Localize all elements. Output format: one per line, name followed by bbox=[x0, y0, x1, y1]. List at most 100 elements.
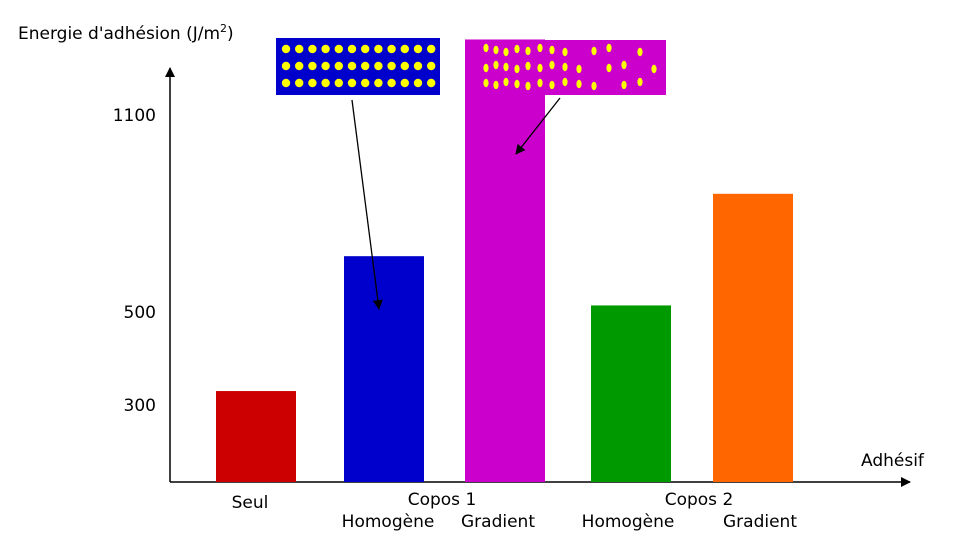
particle-dot bbox=[413, 44, 423, 54]
particle-dot bbox=[413, 61, 423, 71]
particle-dot bbox=[503, 62, 509, 72]
category-label: Gradient bbox=[461, 512, 535, 532]
y-axis-title-superscript: 2 bbox=[220, 22, 227, 35]
inset-background bbox=[478, 40, 666, 95]
category-label: Homogène bbox=[342, 512, 435, 532]
x-axis-title: Adhésif bbox=[861, 451, 925, 471]
particle-dot bbox=[525, 61, 531, 71]
particle-dot bbox=[387, 78, 396, 88]
particle-dot bbox=[549, 80, 555, 90]
group-label: Copos 1 bbox=[408, 490, 477, 510]
particle-dot bbox=[562, 62, 568, 72]
bar-1 bbox=[216, 391, 296, 482]
particle-dot bbox=[374, 44, 383, 54]
particle-dot bbox=[387, 44, 396, 54]
particle-dot bbox=[334, 61, 343, 71]
particle-dot bbox=[295, 44, 304, 54]
y-tick-label: 300 bbox=[124, 396, 156, 416]
particle-dot bbox=[361, 44, 370, 54]
bar-4 bbox=[591, 305, 671, 482]
particle-dot bbox=[537, 43, 543, 53]
bar-3 bbox=[465, 39, 545, 482]
particle-dot bbox=[591, 46, 597, 56]
inset-gradient-particles bbox=[478, 40, 666, 155]
particle-dot bbox=[308, 44, 317, 54]
particle-dot bbox=[637, 47, 643, 57]
y-ticks: 300 500 1100 bbox=[113, 106, 156, 416]
bar-2 bbox=[344, 256, 424, 482]
y-tick-label: 500 bbox=[124, 303, 156, 323]
particle-dot bbox=[637, 77, 643, 87]
insets bbox=[276, 38, 666, 310]
particle-dot bbox=[427, 44, 436, 54]
particle-dot bbox=[321, 61, 330, 71]
category-label: Seul bbox=[232, 493, 269, 513]
particle-dot bbox=[514, 44, 520, 54]
particle-dot bbox=[503, 47, 509, 57]
category-labels: Seul Homogène Gradient Homogène Gradient bbox=[232, 493, 798, 532]
bar-5 bbox=[713, 193, 793, 483]
particle-dot bbox=[374, 61, 383, 71]
particle-dot bbox=[493, 60, 499, 70]
particle-dot bbox=[562, 77, 568, 87]
particle-dot bbox=[503, 77, 509, 87]
particle-dot bbox=[308, 78, 317, 88]
particle-dot bbox=[606, 43, 612, 53]
particle-dot bbox=[591, 81, 597, 91]
particle-dot bbox=[347, 78, 357, 88]
particle-dot bbox=[281, 44, 291, 54]
particle-dot bbox=[295, 78, 304, 88]
particle-dot bbox=[514, 64, 520, 74]
particle-dot bbox=[621, 60, 627, 70]
particle-dot bbox=[387, 61, 396, 71]
particle-dot bbox=[374, 78, 383, 88]
particle-dot bbox=[334, 78, 343, 88]
y-tick-label: 1100 bbox=[113, 106, 156, 126]
bars bbox=[216, 39, 793, 483]
particle-dot bbox=[576, 64, 582, 74]
category-label: Gradient bbox=[723, 512, 797, 532]
inset-arrow bbox=[351, 99, 383, 310]
particle-dot bbox=[427, 61, 436, 71]
particle-dot bbox=[361, 78, 370, 88]
particle-dot bbox=[606, 63, 612, 73]
particle-dot bbox=[413, 78, 423, 88]
particle-dot bbox=[361, 61, 370, 71]
group-labels: Copos 1 Copos 2 bbox=[408, 490, 734, 510]
y-axis-title-close: ) bbox=[227, 24, 234, 44]
y-axis-title: Energie d'adhésion (J/m2) bbox=[18, 22, 234, 44]
particle-dot bbox=[621, 80, 627, 90]
particle-dot bbox=[321, 78, 330, 88]
inset-homogeneous-particles bbox=[276, 38, 440, 310]
particle-dot bbox=[347, 61, 357, 71]
particle-dot bbox=[493, 80, 499, 90]
particle-dot bbox=[576, 79, 582, 89]
inset-arrow bbox=[515, 97, 561, 155]
particle-dot bbox=[651, 64, 657, 74]
particle-dot bbox=[281, 78, 291, 88]
particle-dot bbox=[334, 44, 343, 54]
particle-dot bbox=[400, 61, 409, 71]
particle-dot bbox=[483, 43, 489, 53]
particle-dot bbox=[549, 45, 555, 55]
particle-dot bbox=[295, 61, 304, 71]
particle-dot bbox=[483, 63, 489, 73]
group-label: Copos 2 bbox=[665, 490, 734, 510]
particle-dot bbox=[514, 79, 520, 89]
y-axis-title-main: Energie d'adhésion (J/m bbox=[18, 24, 220, 44]
particle-dot bbox=[549, 60, 555, 70]
category-label: Homogène bbox=[582, 512, 675, 532]
particle-dot bbox=[400, 78, 409, 88]
particle-dot bbox=[483, 78, 489, 88]
particle-dot bbox=[347, 44, 357, 54]
particle-dot bbox=[525, 81, 531, 91]
particle-dot bbox=[427, 78, 436, 88]
particle-dot bbox=[525, 46, 531, 56]
particle-dot bbox=[281, 61, 291, 71]
particle-dot bbox=[321, 44, 330, 54]
particle-dot bbox=[493, 45, 499, 55]
particle-dot bbox=[400, 44, 409, 54]
particle-dot bbox=[308, 61, 317, 71]
particle-dot bbox=[562, 47, 568, 57]
